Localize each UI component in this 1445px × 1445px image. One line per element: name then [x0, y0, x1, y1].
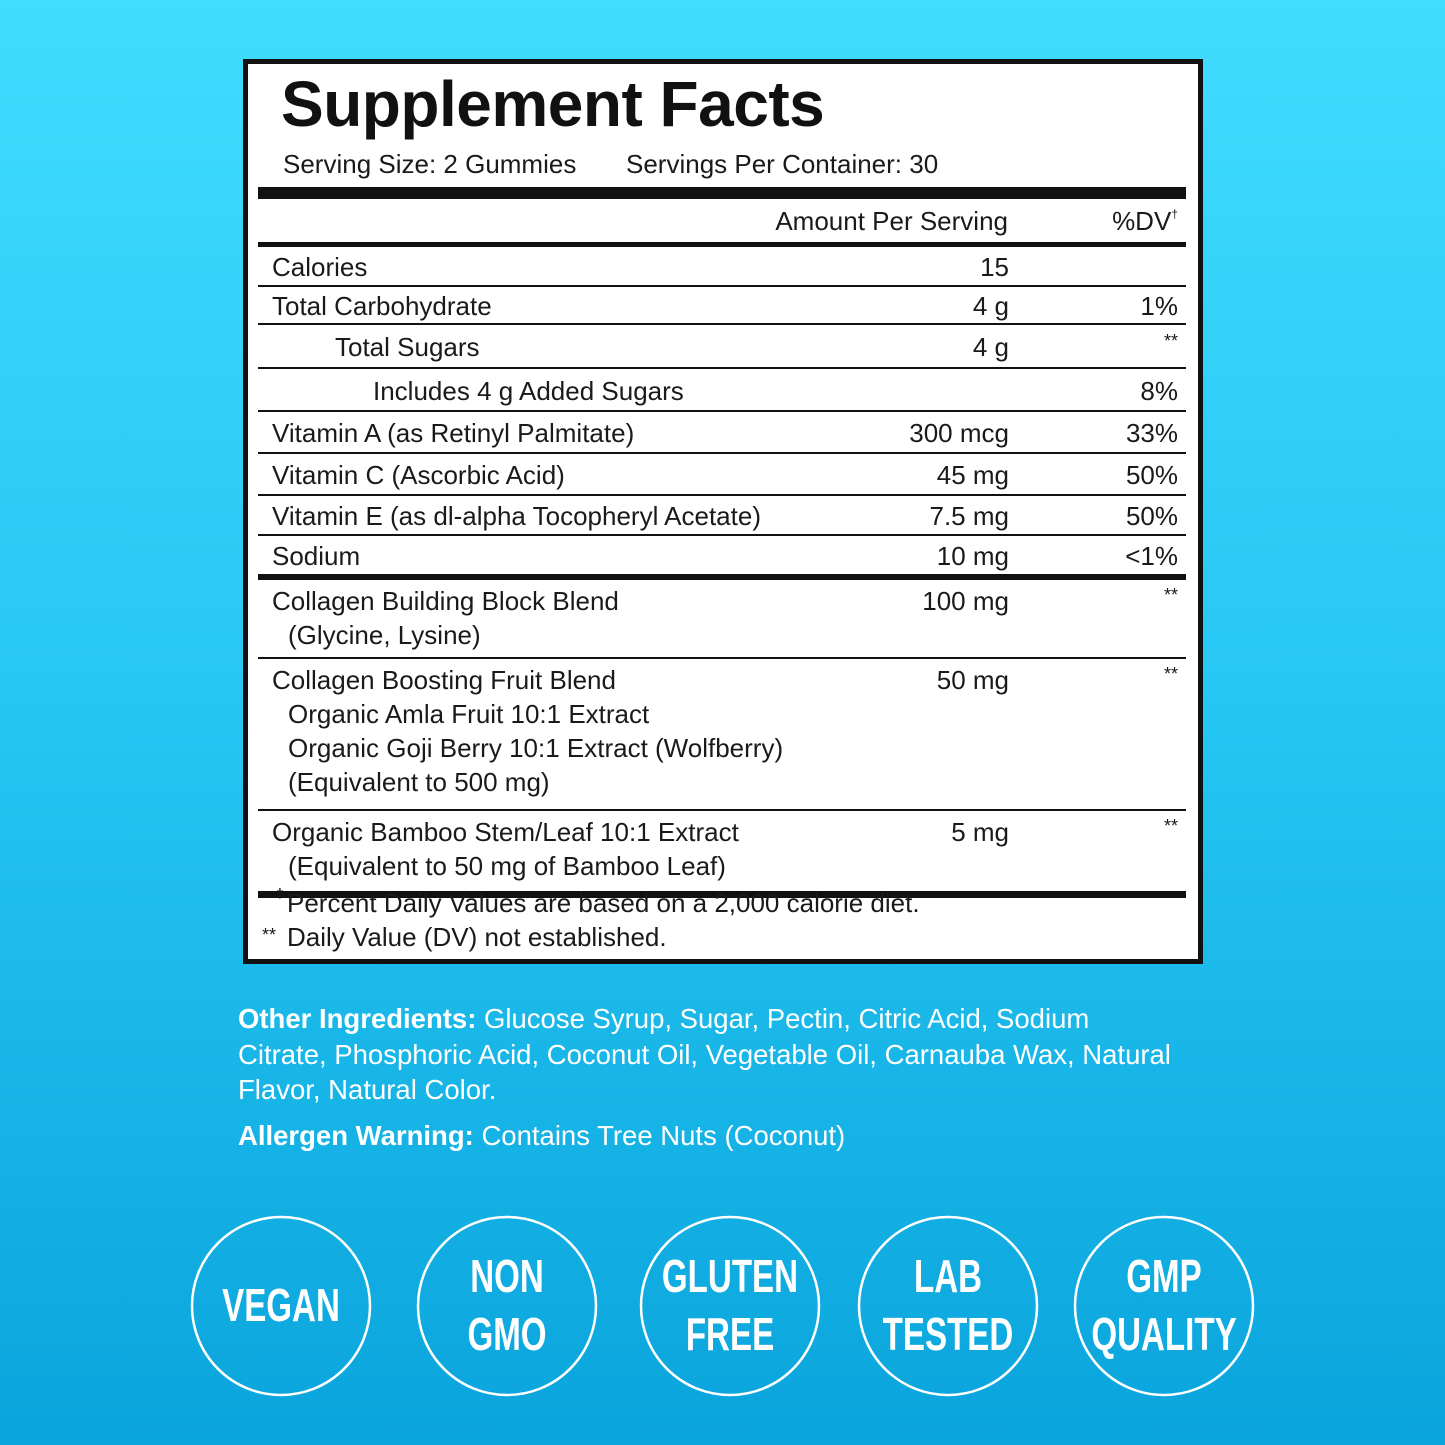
row-name: Collagen Building Block Blend — [272, 586, 619, 616]
row-detail: Organic Goji Berry 10:1 Extract (Wolfber… — [288, 733, 784, 763]
row-amount: 300 mcg — [909, 418, 1009, 448]
row-name: Total Carbohydrate — [272, 291, 492, 321]
badge-text: VEGAN — [222, 1281, 340, 1331]
row-name: Total Sugars — [335, 332, 480, 362]
badge-text: TESTED — [883, 1310, 1014, 1360]
other-ingredients-label: Other Ingredients: — [238, 1003, 477, 1034]
rule — [258, 367, 1186, 369]
row-amount: 15 — [980, 252, 1009, 282]
row-dv: ** — [1163, 585, 1178, 605]
badge-circle — [1073, 1215, 1255, 1397]
other-ingredients-text: Glucose Syrup, Sugar, Pectin, Citric Aci… — [238, 1003, 1171, 1105]
servings-per-container: Servings Per Container: 30 — [626, 149, 939, 179]
row-amount: 45 mg — [936, 460, 1009, 490]
rule — [258, 657, 1186, 659]
rule — [258, 323, 1186, 325]
row-dv: 50% — [1125, 501, 1178, 531]
dv-mark: † — [1171, 207, 1178, 221]
row-detail: (Glycine, Lysine) — [288, 620, 481, 650]
rule — [258, 891, 1186, 898]
row-dv: ** — [1163, 664, 1178, 684]
row-dv: ** — [1163, 816, 1178, 836]
row-name: Includes 4 g Added Sugars — [373, 375, 684, 406]
badge-text: NON — [470, 1252, 544, 1302]
title: Supplement Facts — [281, 68, 825, 140]
footnote-mark: † — [276, 885, 284, 901]
header-dv: %DV† — [1112, 206, 1178, 236]
badge-text: LAB — [914, 1252, 982, 1302]
row-name: Vitamin E (as dl-alpha Tocopheryl Acetat… — [272, 501, 761, 531]
supplement-facts-panel: Supplement Facts Serving Size: 2 Gummies S… — [243, 59, 1203, 964]
row-amount: 4 g — [972, 291, 1009, 321]
rule — [258, 285, 1186, 287]
rule — [258, 242, 1186, 247]
rule — [258, 534, 1186, 536]
row-dv: 8% — [1140, 375, 1178, 406]
other-ingredients: Other Ingredients: Glucose Syrup, Sugar,… — [238, 1001, 1173, 1108]
rule — [258, 187, 1186, 199]
row-amount: 5 mg — [951, 817, 1009, 847]
row-detail: (Equivalent to 50 mg of Bamboo Leaf) — [288, 851, 726, 881]
row-dv: <1% — [1125, 541, 1178, 571]
allergen-warning: Allergen Warning: Contains Tree Nuts (Co… — [238, 1118, 1173, 1154]
rule — [258, 809, 1186, 811]
badge-circle — [416, 1215, 598, 1397]
rule — [258, 452, 1186, 454]
badge-text: QUALITY — [1091, 1310, 1237, 1360]
row-amount: 7.5 mg — [929, 501, 1010, 531]
row-name: Sodium — [272, 541, 361, 571]
allergen-text: Contains Tree Nuts (Coconut) — [481, 1120, 846, 1151]
rule — [258, 574, 1186, 580]
row-name: Vitamin A (as Retinyl Palmitate) — [272, 418, 635, 448]
badge-text: FREE — [686, 1310, 774, 1360]
badge-text: GMP — [1126, 1252, 1201, 1302]
row-detail: (Equivalent to 500 mg) — [288, 767, 550, 797]
row-dv: 33% — [1125, 418, 1178, 448]
badge-circle — [639, 1215, 821, 1397]
rule — [258, 494, 1186, 496]
badge-text: GLUTEN — [662, 1252, 798, 1302]
badge-circle — [190, 1215, 372, 1397]
row-amount: 10 mg — [936, 541, 1009, 571]
row-name: Calories — [272, 252, 368, 282]
row-amount: 100 mg — [922, 586, 1009, 616]
row-name: Organic Bamboo Stem/Leaf 10:1 Extract — [272, 817, 739, 847]
row-name: Vitamin C (Ascorbic Acid) — [272, 460, 565, 490]
footnote-text: Daily Value (DV) not established. — [287, 922, 667, 952]
row-dv: 50% — [1125, 460, 1178, 490]
badge-circle — [857, 1215, 1039, 1397]
allergen-label: Allergen Warning: — [238, 1120, 474, 1151]
row-detail: Organic Amla Fruit 10:1 Extract — [288, 699, 650, 729]
row-dv: 1% — [1140, 291, 1178, 321]
row-dv: ** — [1163, 331, 1178, 351]
badge-text: GMO — [467, 1310, 546, 1360]
row-name: Collagen Boosting Fruit Blend — [272, 665, 616, 695]
rule — [258, 410, 1186, 412]
footnote-mark: ** — [262, 925, 277, 945]
header-amount: Amount Per Serving — [775, 206, 1008, 236]
row-amount: 4 g — [972, 332, 1009, 362]
row-amount: 50 mg — [936, 665, 1009, 695]
serving-size: Serving Size: 2 Gummies — [283, 149, 577, 179]
footnote-text: Percent Daily Values are based on a 2,00… — [287, 888, 920, 918]
